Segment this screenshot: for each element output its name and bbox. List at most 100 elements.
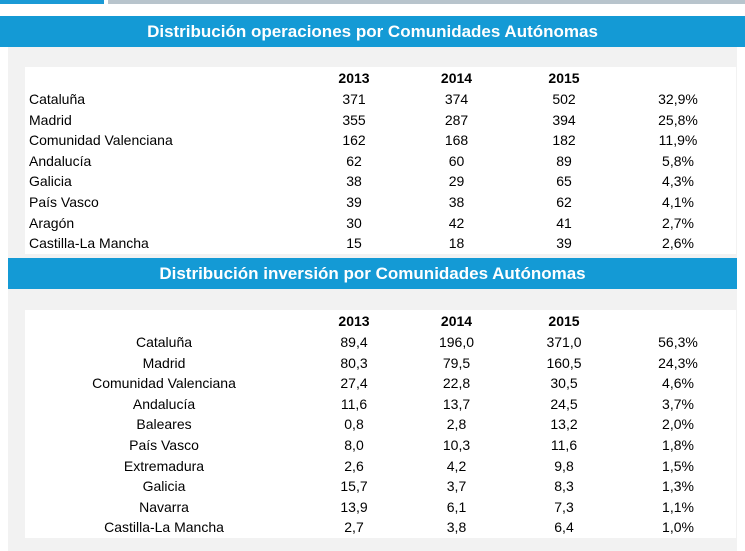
table-row: Comunidad Valenciana 162 168 182 11,9% — [25, 130, 736, 151]
value-cell: 11,9% — [658, 132, 698, 149]
table-row: Baleares 0,8 2,8 13,2 2,0% — [25, 414, 736, 435]
table-row: Castilla-La Mancha 2,7 3,8 6,4 1,0% — [25, 517, 736, 538]
value-cell: 355 — [342, 111, 366, 128]
value-cell: 18 — [448, 235, 465, 252]
value-cell: 89 — [556, 152, 572, 169]
operations-title-banner: Distribución operaciones por Comunidades… — [0, 16, 745, 47]
value-cell: 371,0 — [546, 334, 582, 350]
value-cell: 4,2 — [446, 457, 467, 474]
value-cell: 287 — [444, 111, 469, 128]
region-name-cell: Comunidad Valenciana — [29, 132, 173, 149]
value-cell: 15 — [346, 235, 362, 252]
value-cell: 182 — [552, 132, 576, 149]
table-row: País Vasco 39 38 62 4,1% — [25, 192, 736, 213]
value-cell: 4,6% — [662, 375, 694, 392]
value-cell: 2,0% — [662, 416, 694, 433]
column-header: 2013 — [338, 313, 370, 329]
value-cell: 168 — [444, 132, 469, 149]
value-cell: 13,7 — [442, 395, 471, 412]
table-row: Castilla-La Mancha 15 18 39 2,6% — [25, 233, 736, 254]
value-cell: 65 — [556, 173, 572, 190]
column-header — [25, 310, 303, 332]
value-cell: 3,7 — [446, 478, 467, 495]
value-cell: 4,3% — [662, 173, 694, 190]
table-row: Cataluña 89,4 196,0 371,0 56,3% — [25, 332, 736, 353]
value-cell: 13,2 — [550, 416, 578, 433]
value-cell: 8,0 — [344, 436, 364, 453]
value-cell: 1,5% — [662, 457, 694, 474]
region-name-cell: Castilla-La Mancha — [29, 235, 149, 252]
value-cell: 30,5 — [550, 375, 578, 392]
value-cell: 10,3 — [442, 436, 471, 453]
value-cell: 39 — [346, 193, 362, 210]
value-cell: 502 — [552, 91, 576, 107]
table-row: Galicia 38 29 65 4,3% — [25, 171, 736, 192]
value-cell: 11,6 — [550, 436, 578, 453]
value-cell: 38 — [346, 173, 362, 190]
region-name-cell: Baleares — [136, 416, 192, 433]
value-cell: 2,6 — [344, 457, 364, 474]
value-cell: 24,5 — [550, 395, 578, 412]
table-row: Extremadura 2,6 4,2 9,8 1,5% — [25, 456, 736, 477]
value-cell: 39 — [556, 235, 572, 252]
region-name-cell: Castilla-La Mancha — [104, 519, 224, 536]
region-name-cell: Galicia — [142, 478, 186, 495]
table-row: Comunidad Valenciana 27,4 22,8 30,5 4,6% — [25, 373, 736, 394]
value-cell: 29 — [448, 173, 465, 190]
value-cell: 394 — [552, 111, 576, 128]
value-cell: 0,8 — [344, 416, 364, 433]
value-cell: 22,8 — [442, 375, 471, 392]
value-cell: 2,8 — [446, 416, 467, 433]
region-name-cell: País Vasco — [129, 436, 199, 453]
value-cell: 27,4 — [340, 375, 368, 392]
column-header — [620, 310, 736, 332]
value-cell: 5,8% — [662, 152, 694, 169]
region-name-cell: Extremadura — [123, 457, 205, 474]
value-cell: 11,6 — [340, 395, 368, 412]
region-name-cell: Madrid — [29, 111, 72, 128]
operations-title: Distribución operaciones por Comunidades… — [147, 21, 598, 41]
value-cell: 15,7 — [340, 478, 368, 495]
value-cell: 9,8 — [554, 457, 574, 474]
column-header: 2015 — [548, 313, 580, 329]
value-cell: 6,1 — [446, 498, 467, 515]
header-row: 2013 2014 2015 — [25, 67, 736, 89]
table-row: Andalucía 11,6 13,7 24,5 3,7% — [25, 394, 736, 415]
value-cell: 62 — [556, 193, 572, 210]
table-row: Andalucía 62 60 89 5,8% — [25, 151, 736, 172]
value-cell: 196,0 — [438, 334, 475, 350]
region-name-cell: Cataluña — [135, 334, 193, 350]
value-cell: 41 — [556, 214, 572, 231]
table-row: Madrid 355 287 394 25,8% — [25, 110, 736, 131]
value-cell: 60 — [448, 152, 465, 169]
value-cell: 89,4 — [340, 334, 368, 350]
value-cell: 4,1% — [662, 193, 694, 210]
value-cell: 371 — [342, 91, 366, 107]
region-name-cell: Aragón — [29, 214, 75, 231]
region-name-cell: Navarra — [139, 498, 189, 515]
column-header: 2014 — [440, 70, 473, 86]
value-cell: 3,7% — [662, 395, 694, 412]
region-name-cell: Comunidad Valenciana — [92, 375, 236, 392]
value-cell: 25,8% — [658, 111, 698, 128]
value-cell: 160,5 — [546, 354, 582, 371]
value-cell: 8,3 — [554, 478, 574, 495]
column-header: 2013 — [338, 70, 370, 86]
value-cell: 6,4 — [554, 519, 574, 536]
column-header: 2014 — [440, 313, 473, 329]
value-cell: 1,0% — [662, 519, 694, 536]
value-cell: 30 — [346, 214, 362, 231]
region-name-cell: Andalucía — [132, 395, 196, 412]
value-cell: 2,7 — [344, 519, 364, 536]
value-cell: 24,3% — [658, 354, 698, 371]
investment-title: Distribución inversión por Comunidades A… — [159, 263, 586, 283]
accent-line-left — [0, 0, 104, 4]
table-row: País Vasco 8,0 10,3 11,6 1,8% — [25, 435, 736, 456]
column-header — [620, 67, 736, 89]
region-name-cell: Madrid — [142, 354, 186, 371]
value-cell: 62 — [346, 152, 362, 169]
value-cell: 80,3 — [340, 354, 368, 371]
value-cell: 32,9% — [658, 91, 698, 107]
value-cell: 42 — [448, 214, 465, 231]
region-name-cell: Cataluña — [29, 91, 86, 107]
